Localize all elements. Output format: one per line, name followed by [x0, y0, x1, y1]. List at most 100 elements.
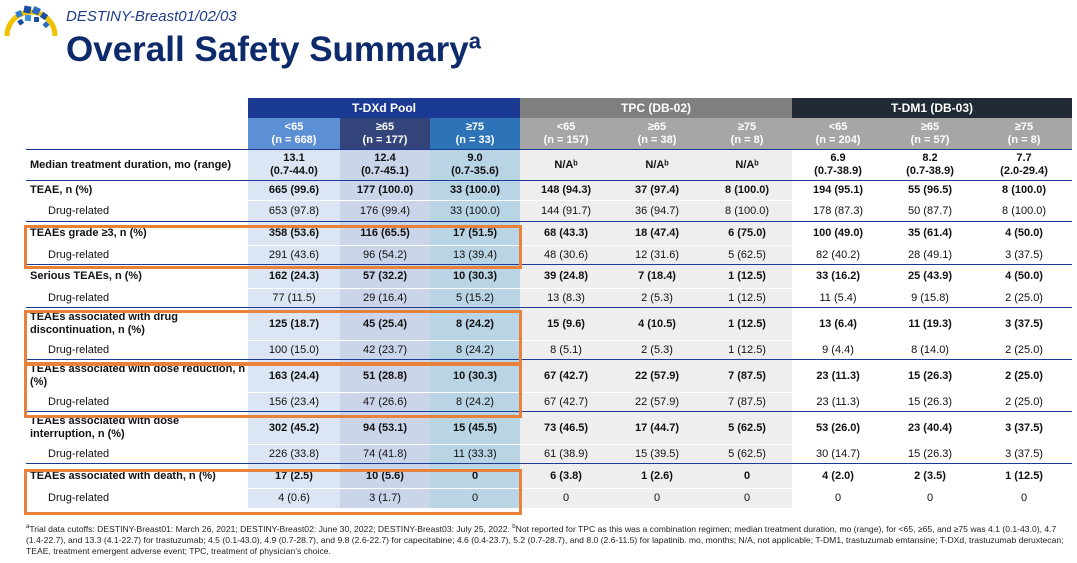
table-cell: 12 (31.6) — [612, 245, 703, 265]
footnote: aTrial data cutoffs: DESTINY-Breast01: M… — [26, 523, 1064, 556]
table-cell: 1 (2.6) — [612, 463, 703, 489]
table-cell: 10 (30.3) — [430, 359, 521, 393]
table-cell: 100 (15.0) — [248, 340, 340, 360]
table-cell: 1 (12.5) — [976, 463, 1073, 489]
table-cell: 33 (100.0) — [430, 180, 521, 201]
table-row: TEAEs associated with death, n (%) 17 (2.… — [26, 463, 1073, 489]
table-cell: 5 (62.5) — [702, 245, 793, 265]
table-cell: 94 (53.1) — [340, 411, 430, 445]
table-cell: 39 (24.8) — [520, 264, 613, 289]
table-cell: 653 (97.8) — [248, 200, 340, 222]
table-cell: 162 (24.3) — [248, 264, 340, 289]
row-label: Drug-related — [26, 488, 248, 508]
table-row: TEAEs associated with dose interruption,… — [26, 411, 1073, 445]
table-row: Drug-related 291 (43.6) 96 (54.2) 13 (39.4)… — [26, 245, 1073, 265]
table-cell: 0 — [702, 488, 793, 508]
row-label: Drug-related — [26, 245, 248, 265]
table-cell: 3 (1.7) — [340, 488, 430, 508]
row-label: TEAEs associated with drug discontinuati… — [26, 307, 248, 341]
table-cell: 176 (99.4) — [340, 200, 430, 222]
table-cell: 178 (87.3) — [792, 200, 885, 222]
table-row: Drug-related 4 (0.6) 3 (1.7) 0 0 0 0 0 0 0 — [26, 488, 1073, 508]
table-cell: 2 (5.3) — [612, 288, 703, 308]
table-cell: 15 (26.3) — [884, 359, 977, 393]
group-header-tdxd: T-DXd Pool — [248, 98, 521, 118]
table-row: TEAEs associated with drug discontinuati… — [26, 307, 1073, 341]
table-cell: 23 (11.3) — [792, 392, 885, 412]
table-cell: 11 (33.3) — [430, 444, 521, 464]
group-header-tdm1: T-DM1 (DB-03) — [792, 98, 1073, 118]
table-cell: 8 (100.0) — [976, 180, 1073, 201]
row-label: TEAEs associated with death, n (%) — [26, 463, 248, 489]
table-cell: 51 (28.8) — [340, 359, 430, 393]
table-cell: 96 (54.2) — [340, 245, 430, 265]
table-row: Drug-related 653 (97.8) 176 (99.4) 33 (100.… — [26, 200, 1073, 222]
table-cell: 82 (40.2) — [792, 245, 885, 265]
page-title: Overall Safety Summarya — [66, 28, 481, 69]
table-cell: 8 (24.2) — [430, 307, 521, 341]
table-cell: 2 (25.0) — [976, 288, 1073, 308]
table-cell: 2 (25.0) — [976, 392, 1073, 412]
row-label: Drug-related — [26, 340, 248, 360]
table-cell: 12.4 (0.7-45.1) — [340, 149, 430, 181]
subgroup-header: ≥75 (n = 8) — [976, 118, 1073, 150]
table-cell: 6 (75.0) — [702, 221, 793, 246]
table-cell: 3 (37.5) — [976, 411, 1073, 445]
table-cell: 45 (25.4) — [340, 307, 430, 341]
subgroup-header: <65 (n = 204) — [792, 118, 885, 150]
table-cell: 1 (12.5) — [702, 264, 793, 289]
table-cell: 30 (14.7) — [792, 444, 885, 464]
table-cell: 8 (100.0) — [702, 180, 793, 201]
row-label: TEAEs associated with dose interruption,… — [26, 411, 248, 445]
table-cell: 3 (37.5) — [976, 444, 1073, 464]
table-cell: 11 (19.3) — [884, 307, 977, 341]
row-label: Serious TEAEs, n (%) — [26, 264, 248, 289]
table-cell: 665 (99.6) — [248, 180, 340, 201]
safety-summary-table: T-DXd Pool TPC (DB-02) T-DM1 (DB-03) <65… — [26, 98, 1073, 508]
table-cell: 0 — [430, 488, 521, 508]
table-cell: 47 (26.6) — [340, 392, 430, 412]
table-cell: 48 (30.6) — [520, 245, 613, 265]
table-cell: 77 (11.5) — [248, 288, 340, 308]
table-cell: 1 (12.5) — [702, 307, 793, 341]
table-cell: 4 (2.0) — [792, 463, 885, 489]
table-row: Drug-related 226 (33.8) 74 (41.8) 11 (33.3)… — [26, 444, 1073, 464]
table-cell: 7.7 (2.0-29.4) — [976, 149, 1073, 181]
table-cell: 5 (62.5) — [702, 411, 793, 445]
table-cell: 144 (91.7) — [520, 200, 613, 222]
row-label: TEAEs grade ≥3, n (%) — [26, 221, 248, 246]
table-cell: 1 (12.5) — [702, 288, 793, 308]
table-cell: 0 — [430, 463, 521, 489]
table-cell: 13 (8.3) — [520, 288, 613, 308]
table-cell: 17 (51.5) — [430, 221, 521, 246]
table-cell: 13 (39.4) — [430, 245, 521, 265]
table-cell: 8.2 (0.7-38.9) — [884, 149, 977, 181]
table-cell: N/Aᵇ — [520, 149, 613, 181]
table-cell: 67 (42.7) — [520, 392, 613, 412]
table-cell: 8 (100.0) — [976, 200, 1073, 222]
table-cell: 33 (100.0) — [430, 200, 521, 222]
table-cell: 116 (65.5) — [340, 221, 430, 246]
table-cell: 148 (94.3) — [520, 180, 613, 201]
title-footnote-marker: a — [468, 28, 481, 54]
subgroup-header: ≥65 (n = 177) — [340, 118, 430, 150]
subgroup-header: ≥75 (n = 8) — [702, 118, 793, 150]
table-cell: 18 (47.4) — [612, 221, 703, 246]
table-cell: 33 (16.2) — [792, 264, 885, 289]
table-cell: 17 (44.7) — [612, 411, 703, 445]
table-cell: 11 (5.4) — [792, 288, 885, 308]
table-cell: 0 — [702, 463, 793, 489]
table-cell: 8 (100.0) — [702, 200, 793, 222]
table-cell: 156 (23.4) — [248, 392, 340, 412]
table-cell: 7 (18.4) — [612, 264, 703, 289]
table-cell: 4 (0.6) — [248, 488, 340, 508]
row-label: Drug-related — [26, 444, 248, 464]
table-cell: 25 (43.9) — [884, 264, 977, 289]
table-cell: 74 (41.8) — [340, 444, 430, 464]
table-cell: 15 (26.3) — [884, 392, 977, 412]
table-cell: 0 — [520, 488, 613, 508]
table-cell: 6.9 (0.7-38.9) — [792, 149, 885, 181]
table-row: Median treatment duration, mo (range) 13.… — [26, 149, 1073, 181]
table-cell: 8 (14.0) — [884, 340, 977, 360]
table-cell: 2 (25.0) — [976, 340, 1073, 360]
